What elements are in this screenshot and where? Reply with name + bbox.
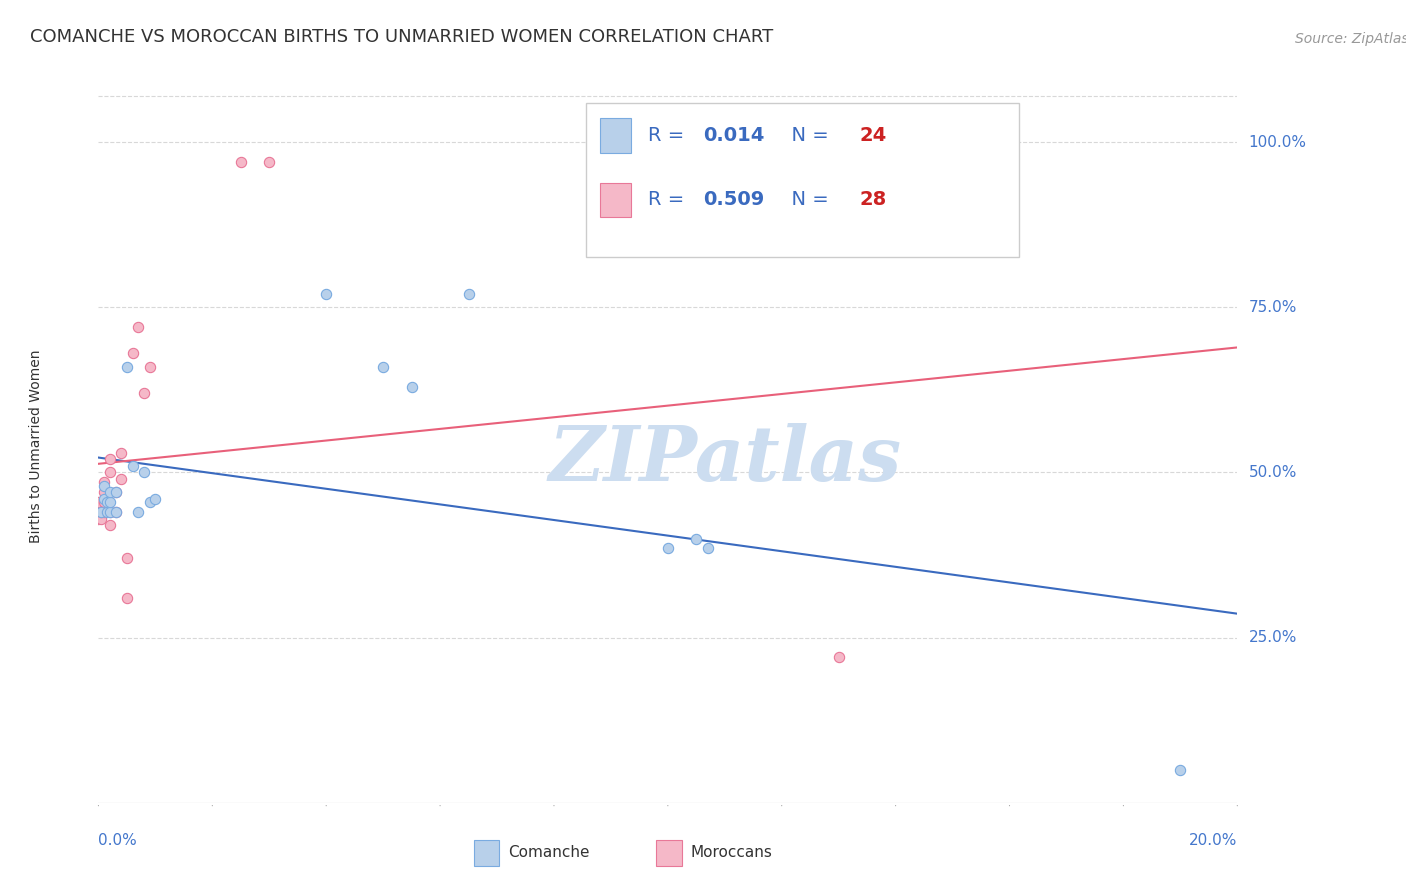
Text: Births to Unmarried Women: Births to Unmarried Women — [28, 350, 42, 542]
Point — [121, 458, 143, 473]
Point — [138, 495, 160, 509]
Text: 75.0%: 75.0% — [1249, 300, 1296, 315]
Text: R =: R = — [648, 190, 690, 210]
Text: ZIPatlas: ZIPatlas — [548, 424, 901, 497]
Point — [127, 505, 149, 519]
Point — [98, 505, 121, 519]
Point — [98, 452, 121, 467]
Point — [98, 485, 121, 500]
Point — [315, 287, 337, 301]
Point — [132, 386, 155, 401]
Text: 24: 24 — [859, 126, 886, 145]
Point — [98, 466, 121, 480]
Text: 100.0%: 100.0% — [1249, 135, 1306, 150]
Point — [259, 154, 281, 169]
Point — [104, 505, 127, 519]
Point — [373, 359, 395, 374]
Point — [115, 551, 138, 566]
Point — [90, 505, 112, 519]
Point — [115, 591, 138, 605]
Text: N =: N = — [779, 126, 835, 145]
Text: Comanche: Comanche — [509, 846, 591, 860]
Point — [742, 231, 765, 245]
Text: 50.0%: 50.0% — [1249, 465, 1296, 480]
Point — [696, 541, 718, 556]
Point — [98, 505, 121, 519]
Point — [96, 495, 118, 509]
FancyBboxPatch shape — [657, 840, 682, 865]
Text: COMANCHE VS MOROCCAN BIRTHS TO UNMARRIED WOMEN CORRELATION CHART: COMANCHE VS MOROCCAN BIRTHS TO UNMARRIED… — [30, 29, 773, 46]
Point — [93, 505, 115, 519]
Point — [93, 478, 115, 492]
Text: Source: ZipAtlas.com: Source: ZipAtlas.com — [1295, 32, 1406, 46]
Point — [104, 505, 127, 519]
Point — [229, 154, 252, 169]
Point — [87, 495, 110, 509]
FancyBboxPatch shape — [474, 840, 499, 865]
FancyBboxPatch shape — [599, 183, 631, 217]
Point — [110, 445, 132, 459]
Point — [104, 485, 127, 500]
Text: 0.0%: 0.0% — [98, 833, 138, 848]
Point — [127, 320, 149, 334]
Point — [87, 505, 110, 519]
Text: 25.0%: 25.0% — [1249, 630, 1296, 645]
Point — [90, 511, 112, 525]
Text: 28: 28 — [859, 190, 886, 210]
Point — [457, 287, 479, 301]
Point — [93, 495, 115, 509]
Point — [104, 485, 127, 500]
Point — [657, 541, 679, 556]
Point — [138, 359, 160, 374]
Point — [93, 491, 115, 506]
Text: R =: R = — [648, 126, 690, 145]
Text: N =: N = — [779, 190, 835, 210]
Point — [1170, 763, 1192, 777]
Point — [93, 485, 115, 500]
Text: 20.0%: 20.0% — [1189, 833, 1237, 848]
Point — [93, 475, 115, 490]
Point — [98, 518, 121, 533]
Point — [828, 650, 851, 665]
Text: 0.014: 0.014 — [703, 126, 765, 145]
Point — [98, 495, 121, 509]
FancyBboxPatch shape — [599, 119, 631, 153]
Point — [401, 379, 423, 393]
Point — [110, 472, 132, 486]
Point — [87, 511, 110, 525]
Point — [132, 466, 155, 480]
Point — [115, 359, 138, 374]
Text: Moroccans: Moroccans — [690, 846, 772, 860]
Point — [145, 491, 167, 506]
Point — [96, 505, 118, 519]
Text: 0.509: 0.509 — [703, 190, 765, 210]
Point — [90, 505, 112, 519]
Point — [685, 532, 707, 546]
Point — [121, 346, 143, 360]
Point — [96, 491, 118, 506]
FancyBboxPatch shape — [586, 103, 1018, 257]
